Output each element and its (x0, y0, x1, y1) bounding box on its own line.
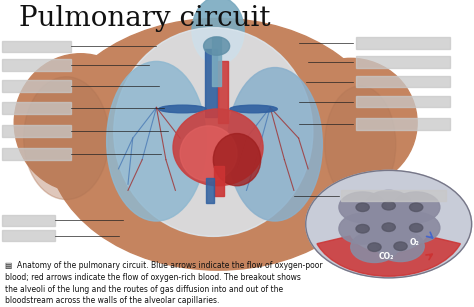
Circle shape (356, 224, 369, 233)
Bar (2, 148, 71, 160)
Circle shape (392, 192, 440, 223)
Bar (2, 125, 71, 137)
Circle shape (392, 212, 440, 243)
Text: ▤  Anatomy of the pulmonary circuit. Blue arrows indicate the flow of oxygen-poo: ▤ Anatomy of the pulmonary circuit. Blue… (5, 261, 322, 305)
Bar (341, 190, 446, 201)
Bar (2, 215, 55, 226)
Ellipse shape (47, 18, 389, 270)
Wedge shape (317, 236, 460, 276)
Circle shape (368, 243, 381, 251)
Bar (205, 49, 217, 117)
Bar (212, 37, 221, 86)
Bar (2, 41, 71, 52)
Bar (356, 118, 450, 130)
Bar (218, 61, 228, 123)
Ellipse shape (228, 68, 322, 221)
Bar (356, 56, 450, 68)
Ellipse shape (173, 109, 263, 186)
Text: Pulmonary circuit: Pulmonary circuit (19, 5, 271, 32)
Circle shape (365, 212, 412, 243)
Ellipse shape (230, 105, 277, 113)
Circle shape (382, 223, 395, 231)
Bar (356, 96, 450, 107)
Ellipse shape (107, 61, 206, 221)
Bar (206, 178, 214, 203)
Ellipse shape (114, 28, 313, 236)
Ellipse shape (192, 0, 244, 64)
Text: CO₂: CO₂ (379, 252, 394, 261)
Circle shape (377, 231, 424, 262)
Ellipse shape (14, 54, 147, 192)
Bar (2, 80, 71, 92)
Circle shape (356, 203, 369, 212)
Circle shape (382, 201, 395, 210)
Bar (2, 59, 71, 71)
Bar (2, 230, 55, 241)
Bar (356, 37, 450, 49)
Circle shape (306, 170, 472, 278)
Circle shape (365, 190, 412, 221)
Bar (214, 166, 224, 196)
Ellipse shape (180, 126, 237, 181)
Circle shape (410, 223, 423, 232)
Ellipse shape (24, 77, 109, 200)
Bar (2, 102, 71, 114)
Bar (356, 76, 450, 87)
Ellipse shape (213, 134, 261, 186)
Ellipse shape (203, 37, 229, 55)
Ellipse shape (159, 105, 206, 113)
Ellipse shape (325, 86, 396, 203)
Circle shape (339, 192, 386, 223)
Circle shape (394, 242, 407, 251)
Circle shape (410, 203, 423, 212)
Circle shape (339, 213, 386, 244)
Text: O₂: O₂ (410, 238, 419, 247)
Ellipse shape (284, 58, 417, 187)
Circle shape (351, 232, 398, 262)
